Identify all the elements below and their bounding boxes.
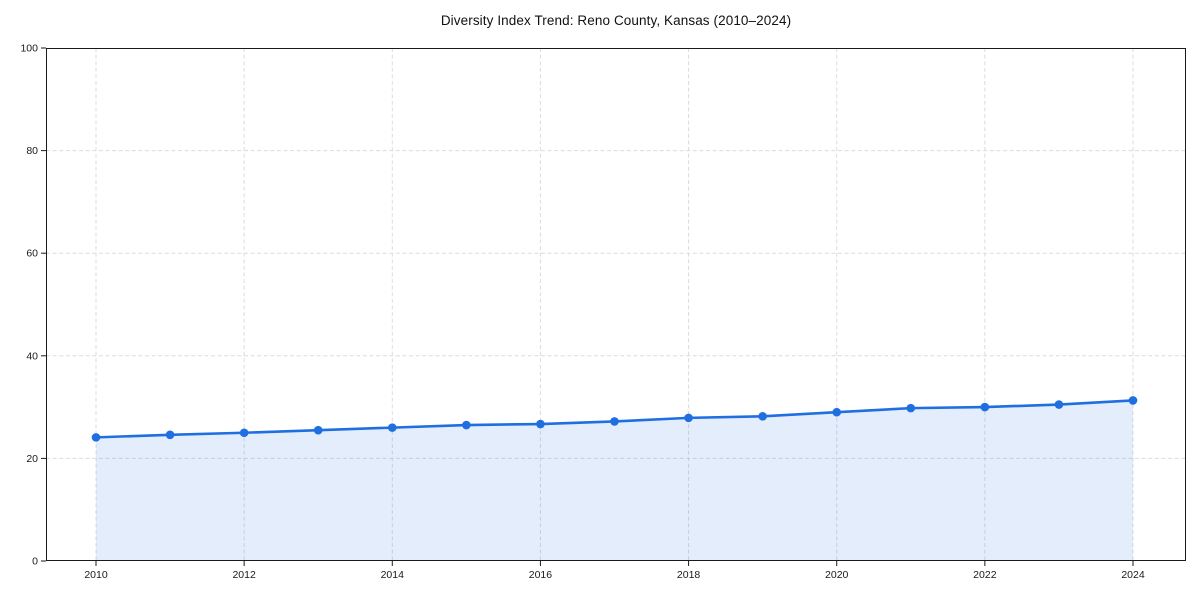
x-tick-label: 2010 [84,569,108,581]
plot-border [46,48,1186,561]
x-tick-label: 2020 [825,569,849,581]
y-tick-label: 0 [32,556,38,568]
data-point-marker [906,403,916,413]
x-tick-label: 2022 [973,569,997,581]
y-tick-label: 80 [26,145,38,157]
data-point-marker [462,420,471,430]
y-tick-label: 60 [26,248,38,260]
y-tick-label: 100 [20,43,38,55]
data-point-marker [239,428,249,438]
x-tick-label: 2012 [232,569,256,581]
data-point-marker [91,433,101,442]
x-tick-label: 2016 [529,569,553,581]
data-point-marker [610,417,619,426]
y-tick-label: 20 [26,453,38,465]
data-point-marker [684,413,693,423]
data-point-marker [832,407,842,417]
area-fill [96,400,1133,561]
data-point-marker [1054,400,1064,409]
data-point-marker [758,412,767,421]
data-point-marker [536,419,545,429]
x-tick-label: 2024 [1121,569,1145,581]
chart-title: Diversity Index Trend: Reno County, Kans… [440,13,792,28]
x-tick-label: 2018 [677,569,701,581]
data-point-marker [1128,396,1138,405]
y-tick-label: 40 [26,350,38,362]
x-tick-label: 2014 [381,569,405,581]
data-point-marker [387,423,397,432]
data-point-marker [980,402,990,412]
data-point-marker [165,430,175,440]
data-point-marker [313,425,323,435]
